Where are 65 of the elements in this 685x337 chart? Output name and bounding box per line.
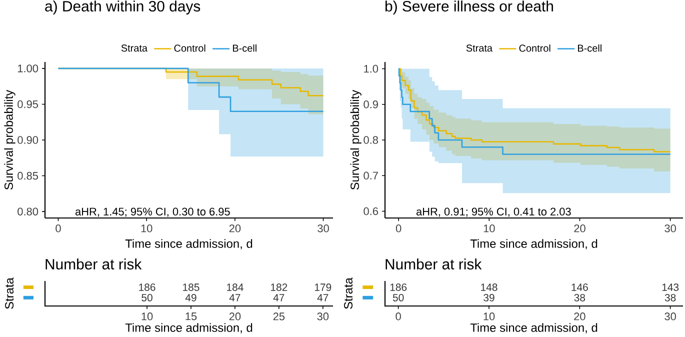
x-tick-label: 20 xyxy=(229,312,241,320)
annotation: aHR, 1.45; 95% CI, 0.30 to 6.95 xyxy=(75,208,230,217)
data-label: 49 xyxy=(185,294,196,302)
x-tick-label: 30 xyxy=(318,224,329,232)
y-axis-title: Survival probability xyxy=(350,90,362,190)
y-tick-label: 0.8 xyxy=(364,136,378,144)
legend-label: B-cell xyxy=(578,44,602,52)
y-tick-label: 0.7 xyxy=(364,172,378,180)
x-tick-label: 20 xyxy=(574,224,586,232)
x-axis-title: Time since admission, d xyxy=(470,323,598,334)
chart-title: a) Death within 30 days xyxy=(45,0,200,14)
chart-title: b) Severe illness or death xyxy=(385,0,553,14)
data-label: 50 xyxy=(392,294,404,302)
legend-label: Control xyxy=(519,44,550,52)
annotation: aHR, 0.91; 95% CI, 0.41 to 2.03 xyxy=(416,208,571,217)
x-tick-label: 0 xyxy=(396,312,401,320)
y-axis-title: Strata xyxy=(344,278,353,309)
chart-title: Number at risk xyxy=(386,258,482,270)
x-axis-title: Time since admission, d xyxy=(125,239,252,250)
x-tick-label: 30 xyxy=(664,312,676,320)
data-label: 39 xyxy=(484,294,494,302)
x-tick-label: 30 xyxy=(317,312,329,320)
legend-label: Control xyxy=(174,44,206,52)
chart-title: Number at risk xyxy=(46,258,142,270)
x-tick-label: 30 xyxy=(664,224,676,232)
y-tick-label: 1.00 xyxy=(18,64,38,72)
y-tick-label: 1.0 xyxy=(364,64,378,73)
x-axis-title: Time since admission, d xyxy=(125,323,252,334)
data-label: 47 xyxy=(229,294,240,302)
data-label: 47 xyxy=(273,294,284,302)
data-label: 38 xyxy=(664,294,676,302)
data-label: 47 xyxy=(317,294,328,302)
data-label: 50 xyxy=(142,294,152,302)
x-tick-label: 20 xyxy=(229,224,241,232)
data-label: 146 xyxy=(572,284,588,291)
y-axis-title: Survival probability xyxy=(4,90,16,190)
y-tick-label: 0.85 xyxy=(18,172,38,180)
data-label: 148 xyxy=(481,284,498,291)
x-tick-label: 10 xyxy=(484,224,495,232)
x-tick-label: 20 xyxy=(574,312,586,320)
y-tick-label: 0.6 xyxy=(364,207,378,216)
data-label: 182 xyxy=(270,284,288,291)
legend-label: B-cell xyxy=(232,44,256,52)
x-tick-label: 0 xyxy=(396,224,402,232)
x-tick-label: 10 xyxy=(141,224,152,232)
x-tick-label: 10 xyxy=(484,312,495,320)
data-label: 186 xyxy=(390,284,407,291)
y-tick-label: 0.80 xyxy=(18,208,38,216)
x-axis-title: Time since admission, d xyxy=(470,239,598,250)
legend-title: Strata xyxy=(466,44,492,52)
y-tick-label: 0.9 xyxy=(364,100,378,108)
data-label: 185 xyxy=(183,284,200,291)
data-label: 143 xyxy=(662,284,679,291)
data-label: 38 xyxy=(574,294,586,302)
x-tick-label: 10 xyxy=(142,312,153,320)
data-label: 179 xyxy=(314,284,332,291)
x-tick-label: 25 xyxy=(273,312,285,320)
data-label: 184 xyxy=(227,284,244,291)
x-tick-label: 0 xyxy=(56,224,61,232)
x-tick-label: 15 xyxy=(186,312,197,320)
y-tick-label: 0.95 xyxy=(18,100,38,108)
legend-title: Strata xyxy=(121,44,148,52)
data-label: 186 xyxy=(139,284,156,291)
y-tick-label: 0.90 xyxy=(18,136,38,144)
y-axis-title: Strata xyxy=(5,278,14,309)
